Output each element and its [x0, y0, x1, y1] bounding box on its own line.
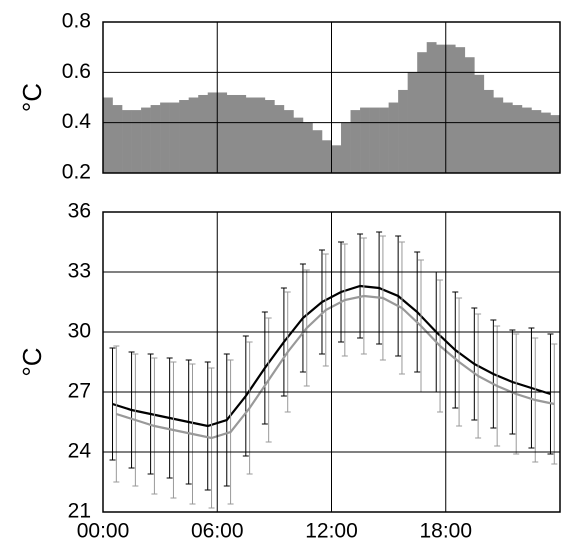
bar	[302, 122, 313, 173]
plot-frame	[102, 211, 561, 513]
plot-frame	[102, 21, 561, 174]
bar	[131, 110, 142, 173]
bar	[112, 105, 123, 173]
y-tick-label: 36	[68, 200, 91, 223]
bar	[179, 100, 189, 173]
bar	[283, 110, 294, 173]
bar	[160, 102, 170, 173]
y-tick-label: 30	[68, 320, 91, 343]
bar	[369, 107, 380, 173]
bar	[321, 140, 332, 173]
bar	[236, 94, 247, 173]
bar	[312, 130, 323, 173]
bar	[550, 115, 561, 173]
y-tick-label: 33	[68, 260, 91, 283]
bar	[255, 97, 266, 173]
y-tick-label: 0.6	[62, 60, 91, 83]
bar	[388, 102, 399, 173]
bar	[398, 89, 408, 173]
bar	[274, 105, 285, 173]
bar	[122, 110, 132, 173]
bar	[150, 105, 161, 173]
bar	[436, 44, 447, 174]
bar	[188, 97, 199, 173]
x-tick-label: 00:00	[77, 520, 130, 543]
bar	[445, 44, 456, 174]
bar	[264, 100, 275, 173]
x-tick-label: 12:00	[305, 520, 358, 543]
bar	[169, 102, 180, 173]
bar	[540, 112, 551, 173]
bar	[531, 110, 542, 173]
y-tick-label: 21	[68, 500, 91, 523]
bar	[512, 105, 523, 173]
line	[115, 294, 555, 440]
bar	[474, 74, 485, 173]
y-axis-label: °C	[17, 83, 47, 112]
bar	[350, 110, 361, 173]
bar	[360, 107, 370, 173]
bar	[455, 47, 466, 173]
y-axis-label: °C	[17, 347, 47, 376]
bar	[226, 94, 237, 173]
bar	[341, 122, 351, 173]
bar	[521, 107, 532, 173]
y-tick-label: 27	[68, 380, 91, 403]
bar	[417, 52, 428, 174]
bar	[379, 107, 389, 173]
bar	[103, 97, 113, 173]
bar	[331, 145, 342, 173]
bar	[502, 102, 513, 173]
y-tick-label: 0.4	[62, 110, 92, 133]
bar	[426, 42, 437, 174]
y-tick-label: 0.2	[62, 161, 91, 184]
x-tick-label: 18:00	[419, 520, 472, 543]
bar	[217, 92, 228, 173]
bar	[493, 97, 504, 173]
bar	[464, 57, 475, 173]
bar	[141, 107, 151, 173]
x-tick-label: 06:00	[191, 520, 244, 543]
bar	[198, 94, 209, 173]
y-tick-label: 0.8	[62, 10, 91, 33]
bar	[483, 89, 494, 173]
bar	[245, 97, 256, 173]
y-tick-label: 24	[68, 440, 92, 463]
bar	[207, 92, 218, 173]
bar	[293, 117, 304, 173]
